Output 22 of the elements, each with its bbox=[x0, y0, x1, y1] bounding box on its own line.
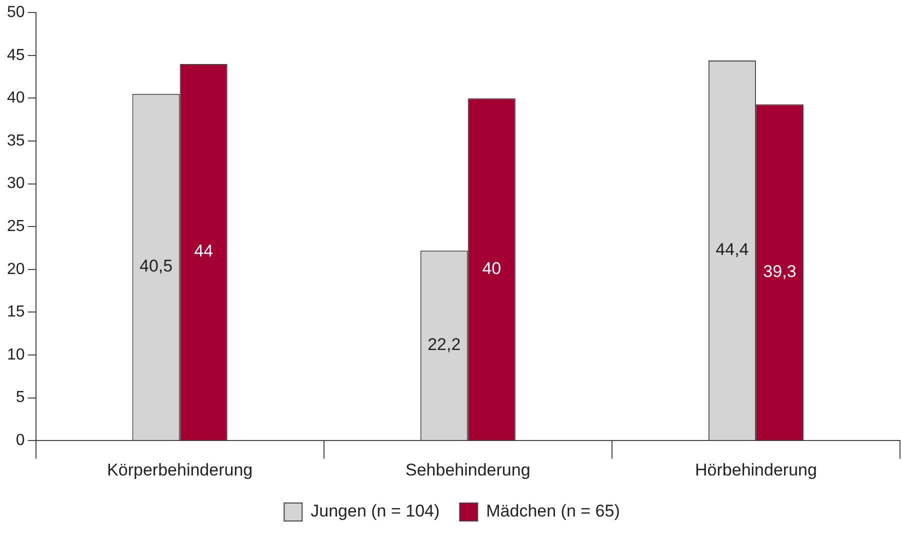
y-tick-label: 20 bbox=[7, 260, 25, 278]
x-tick-label: Sehbehinderung bbox=[406, 460, 530, 480]
y-tick-label: 0 bbox=[16, 432, 25, 450]
legend-label: Jungen (n = 104) bbox=[310, 502, 440, 521]
y-tick-label: 35 bbox=[7, 132, 25, 150]
y-tick-label: 5 bbox=[16, 389, 25, 406]
y-tick-label: 40 bbox=[7, 90, 25, 107]
data-label: 44,4 bbox=[716, 240, 749, 260]
data-label: 22,2 bbox=[428, 335, 461, 354]
y-tick-label: 50 bbox=[7, 4, 25, 22]
data-label: 40,5 bbox=[140, 256, 173, 276]
data-label: 44 bbox=[194, 242, 214, 261]
data-label: 39,3 bbox=[763, 262, 796, 281]
y-tick-label: 25 bbox=[7, 218, 25, 236]
x-tick-label: Körperbehinderung bbox=[107, 460, 253, 480]
y-tick-label: 10 bbox=[7, 346, 25, 364]
data-label: 40 bbox=[482, 258, 502, 278]
x-tick-label: Hörbehinderung bbox=[695, 460, 817, 480]
y-tick-label: 30 bbox=[7, 175, 25, 192]
y-tick-label: 45 bbox=[7, 46, 25, 64]
legend-label: Mädchen (n = 65) bbox=[486, 502, 620, 521]
y-tick-label: 15 bbox=[7, 304, 25, 321]
